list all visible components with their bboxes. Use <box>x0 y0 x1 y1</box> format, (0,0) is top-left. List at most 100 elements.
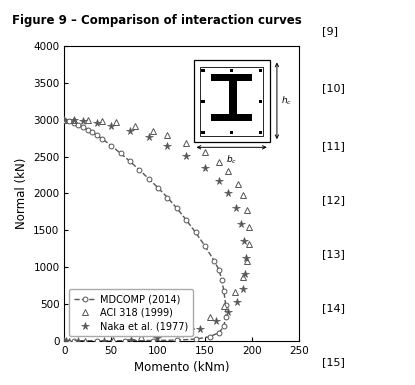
ACI 318 (1999) <box>240 275 245 280</box>
Legend: MDCOMP (2014), ACI 318 (1999), Naka et al. (1977): MDCOMP (2014), ACI 318 (1999), Naka et a… <box>69 290 193 336</box>
MDCOMP (2014) <box>95 133 100 137</box>
MDCOMP (2014) <box>71 121 76 125</box>
Naka et al. (1977) <box>76 338 81 343</box>
Bar <box>211 74 252 82</box>
ACI 318 (1999) <box>165 133 170 137</box>
Naka et al. (1977) <box>127 128 132 133</box>
ACI 318 (1999) <box>99 118 104 123</box>
Naka et al. (1977) <box>217 178 222 183</box>
Line: ACI 318 (1999): ACI 318 (1999) <box>61 117 252 344</box>
ACI 318 (1999) <box>66 338 71 343</box>
ACI 318 (1999) <box>71 117 76 122</box>
Naka et al. (1977) <box>234 300 239 304</box>
ACI 318 (1999) <box>247 224 251 229</box>
ACI 318 (1999) <box>245 259 250 263</box>
Naka et al. (1977) <box>155 336 160 340</box>
Naka et al. (1977) <box>71 118 76 122</box>
Naka et al. (1977) <box>198 326 203 331</box>
ACI 318 (1999) <box>247 242 251 246</box>
MDCOMP (2014) <box>221 288 226 293</box>
Line: MDCOMP (2014): MDCOMP (2014) <box>62 117 228 343</box>
Bar <box>259 69 262 72</box>
ACI 318 (1999) <box>139 335 144 340</box>
Text: [12]: [12] <box>322 195 344 205</box>
ACI 318 (1999) <box>113 120 118 125</box>
ACI 318 (1999) <box>235 182 240 186</box>
Naka et al. (1977) <box>240 287 245 291</box>
Text: [13]: [13] <box>322 249 344 259</box>
ACI 318 (1999) <box>207 315 212 319</box>
Naka et al. (1977) <box>109 124 114 128</box>
Bar <box>259 131 262 134</box>
Bar <box>202 131 205 134</box>
MDCOMP (2014) <box>71 338 76 343</box>
Naka et al. (1977) <box>64 338 69 343</box>
Naka et al. (1977) <box>62 117 67 122</box>
ACI 318 (1999) <box>62 338 67 343</box>
Naka et al. (1977) <box>238 221 243 226</box>
MDCOMP (2014) <box>99 136 104 141</box>
ACI 318 (1999) <box>221 303 226 308</box>
ACI 318 (1999) <box>240 192 245 197</box>
MDCOMP (2014) <box>137 167 142 172</box>
Text: [10]: [10] <box>322 84 344 94</box>
MDCOMP (2014) <box>165 195 170 200</box>
Naka et al. (1977) <box>234 206 239 211</box>
Naka et al. (1977) <box>214 319 219 323</box>
Naka et al. (1977) <box>101 338 106 343</box>
MDCOMP (2014) <box>85 127 90 132</box>
MDCOMP (2014) <box>90 130 95 135</box>
MDCOMP (2014) <box>118 151 123 156</box>
Bar <box>202 69 205 72</box>
MDCOMP (2014) <box>66 119 71 124</box>
Naka et al. (1977) <box>62 338 67 343</box>
MDCOMP (2014) <box>109 143 114 148</box>
MDCOMP (2014) <box>217 330 222 335</box>
Naka et al. (1977) <box>81 119 85 123</box>
X-axis label: Momento (kNm): Momento (kNm) <box>134 361 229 374</box>
MDCOMP (2014) <box>193 230 198 235</box>
MDCOMP (2014) <box>81 125 85 129</box>
Naka et al. (1977) <box>203 166 208 171</box>
MDCOMP (2014) <box>217 268 222 272</box>
MDCOMP (2014) <box>207 334 212 339</box>
ACI 318 (1999) <box>165 330 170 335</box>
ACI 318 (1999) <box>232 290 237 295</box>
Bar <box>200 67 264 136</box>
ACI 318 (1999) <box>217 159 222 164</box>
ACI 318 (1999) <box>203 150 208 154</box>
Bar <box>211 114 252 121</box>
Naka et al. (1977) <box>165 143 170 148</box>
Bar <box>230 69 233 72</box>
MDCOMP (2014) <box>62 117 67 122</box>
Text: [11]: [11] <box>322 141 344 151</box>
Text: $h_c$: $h_c$ <box>281 95 293 107</box>
MDCOMP (2014) <box>174 206 179 211</box>
Text: [9]: [9] <box>322 26 337 36</box>
MDCOMP (2014) <box>223 302 228 307</box>
MDCOMP (2014) <box>76 123 81 127</box>
MDCOMP (2014) <box>221 324 226 329</box>
ACI 318 (1999) <box>132 124 137 128</box>
MDCOMP (2014) <box>156 186 161 190</box>
Naka et al. (1977) <box>178 332 183 336</box>
MDCOMP (2014) <box>62 338 67 343</box>
Bar <box>230 131 233 134</box>
Naka et al. (1977) <box>95 121 100 125</box>
Y-axis label: Normal (kN): Normal (kN) <box>15 158 28 229</box>
Text: [14]: [14] <box>322 303 344 313</box>
ACI 318 (1999) <box>151 128 156 133</box>
MDCOMP (2014) <box>95 338 100 343</box>
ACI 318 (1999) <box>245 208 250 212</box>
Naka et al. (1977) <box>146 135 151 139</box>
MDCOMP (2014) <box>151 338 156 343</box>
Naka et al. (1977) <box>128 338 133 342</box>
Text: Figure 9 – Comparison of interaction curves: Figure 9 – Comparison of interaction cur… <box>12 14 302 27</box>
MDCOMP (2014) <box>193 337 198 341</box>
Text: [15]: [15] <box>322 357 344 367</box>
ACI 318 (1999) <box>188 324 193 328</box>
MDCOMP (2014) <box>127 159 132 164</box>
ACI 318 (1999) <box>62 117 67 122</box>
Line: Naka et al. (1977): Naka et al. (1977) <box>61 116 250 345</box>
MDCOMP (2014) <box>220 278 225 283</box>
